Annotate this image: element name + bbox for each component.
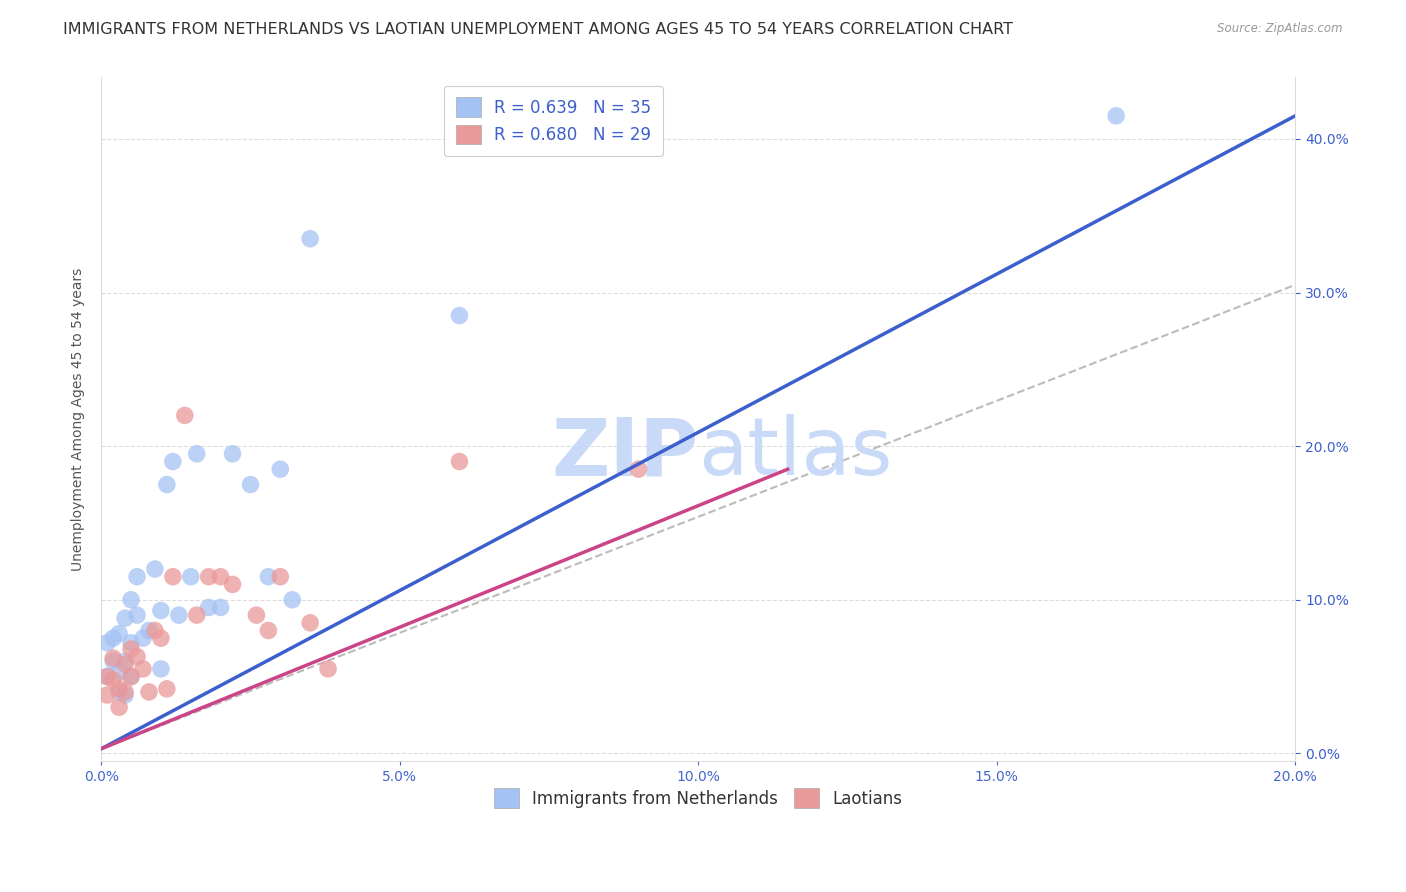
Text: IMMIGRANTS FROM NETHERLANDS VS LAOTIAN UNEMPLOYMENT AMONG AGES 45 TO 54 YEARS CO: IMMIGRANTS FROM NETHERLANDS VS LAOTIAN U… <box>63 22 1014 37</box>
Point <box>316 662 339 676</box>
Point <box>101 654 124 668</box>
Point <box>143 562 166 576</box>
Point <box>149 603 172 617</box>
Point <box>221 577 243 591</box>
Point <box>257 624 280 638</box>
Point <box>173 409 195 423</box>
Point <box>108 700 131 714</box>
Text: ZIP: ZIP <box>551 415 699 492</box>
Point <box>108 685 131 699</box>
Point <box>120 636 142 650</box>
Point <box>156 477 179 491</box>
Point <box>162 570 184 584</box>
Point <box>143 624 166 638</box>
Point <box>449 309 471 323</box>
Point <box>221 447 243 461</box>
Point <box>120 670 142 684</box>
Point <box>299 232 322 246</box>
Point <box>449 454 471 468</box>
Point <box>138 685 160 699</box>
Point <box>120 642 142 657</box>
Point <box>180 570 202 584</box>
Point <box>108 665 131 679</box>
Point <box>257 570 280 584</box>
Point <box>132 631 155 645</box>
Point <box>96 670 118 684</box>
Point <box>627 462 650 476</box>
Point <box>132 662 155 676</box>
Point <box>101 631 124 645</box>
Legend: Immigrants from Netherlands, Laotians: Immigrants from Netherlands, Laotians <box>486 781 910 814</box>
Point <box>149 631 172 645</box>
Point <box>149 662 172 676</box>
Point <box>101 673 124 687</box>
Point <box>125 608 148 623</box>
Point <box>197 600 219 615</box>
Point <box>101 651 124 665</box>
Point <box>239 477 262 491</box>
Point <box>114 611 136 625</box>
Point <box>299 615 322 630</box>
Point <box>108 681 131 696</box>
Point <box>96 688 118 702</box>
Point <box>125 570 148 584</box>
Point <box>96 670 118 684</box>
Point <box>269 570 291 584</box>
Point <box>156 681 179 696</box>
Point <box>125 649 148 664</box>
Point <box>138 624 160 638</box>
Point <box>120 670 142 684</box>
Point <box>209 570 232 584</box>
Point <box>245 608 267 623</box>
Point <box>269 462 291 476</box>
Y-axis label: Unemployment Among Ages 45 to 54 years: Unemployment Among Ages 45 to 54 years <box>72 268 86 571</box>
Point <box>96 636 118 650</box>
Point <box>186 608 208 623</box>
Point <box>114 685 136 699</box>
Text: atlas: atlas <box>699 415 893 492</box>
Point <box>167 608 190 623</box>
Point <box>209 600 232 615</box>
Point <box>120 592 142 607</box>
Point <box>114 688 136 702</box>
Point <box>197 570 219 584</box>
Point <box>108 626 131 640</box>
Point <box>281 592 304 607</box>
Point <box>162 454 184 468</box>
Point <box>186 447 208 461</box>
Point <box>114 657 136 672</box>
Point <box>114 654 136 668</box>
Text: Source: ZipAtlas.com: Source: ZipAtlas.com <box>1218 22 1343 36</box>
Point <box>1105 109 1128 123</box>
